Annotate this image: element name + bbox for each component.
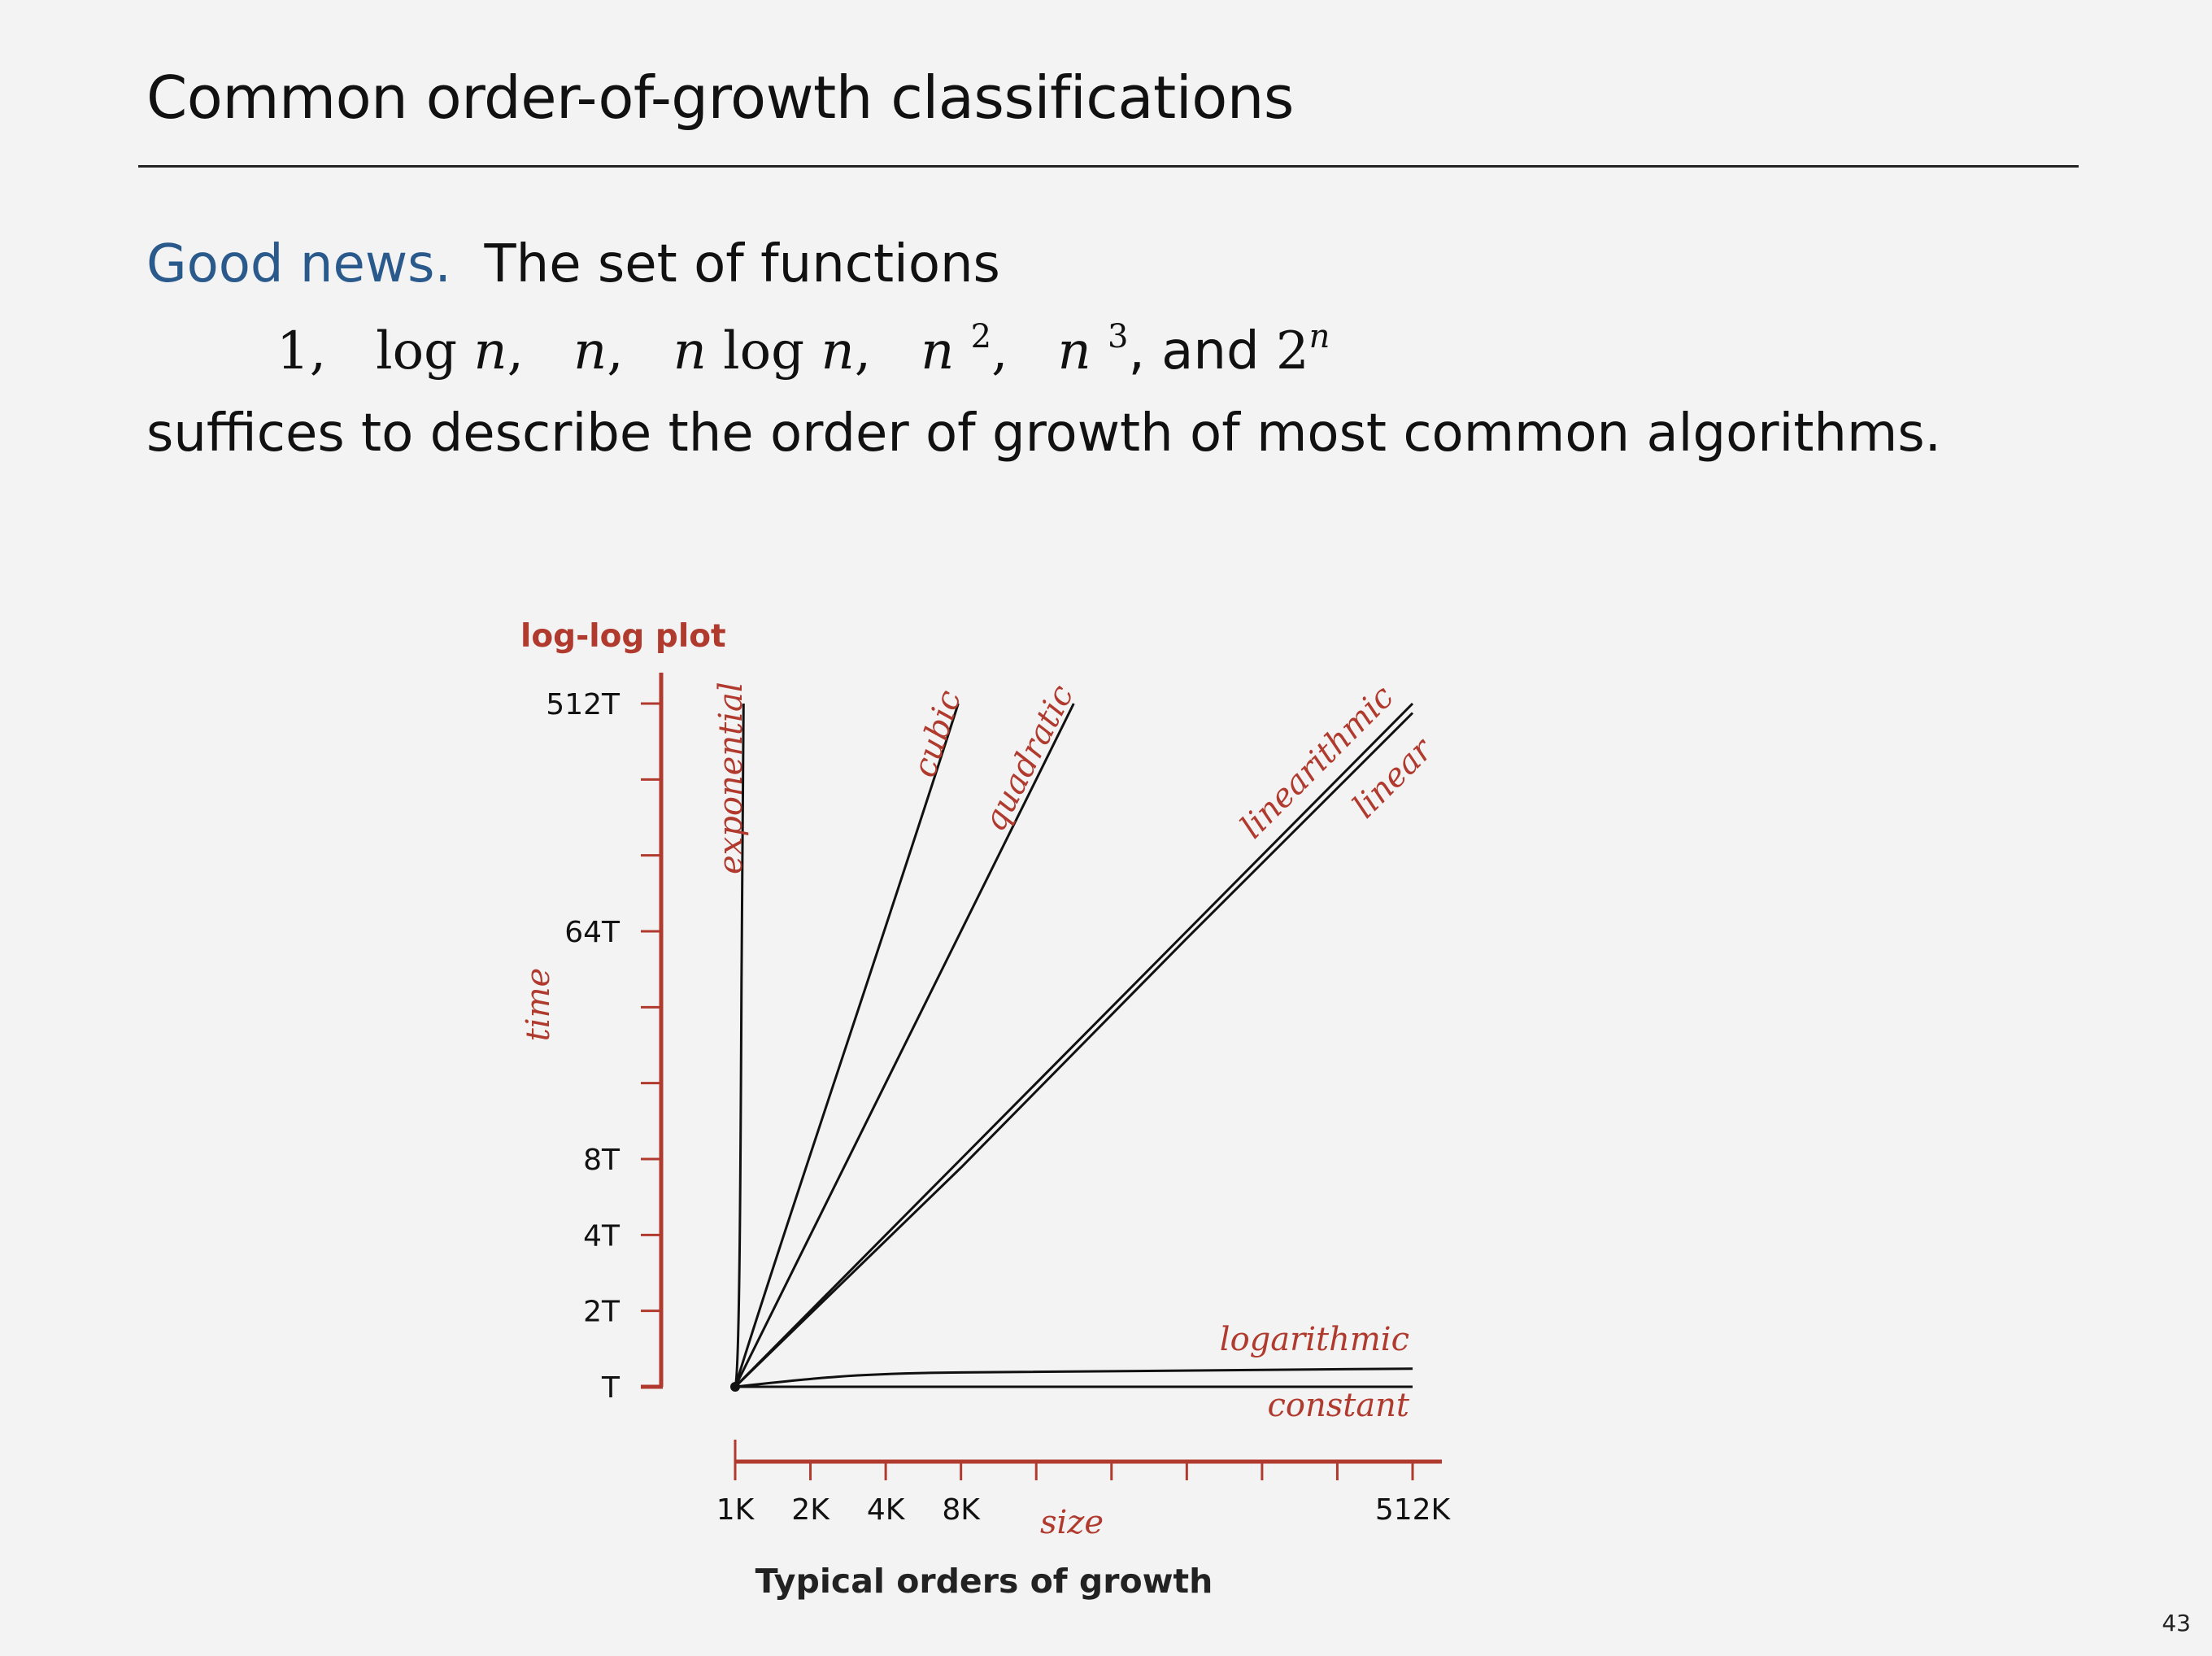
curve-linear [734, 712, 1414, 1388]
fn-and: , and [1128, 321, 1260, 381]
fn-cubic-exp: 3 [1108, 318, 1129, 355]
curve-label-constant: constant [1267, 1387, 1409, 1424]
x-tick-label: 4K [867, 1493, 906, 1527]
fn-exp-n: n [1308, 318, 1330, 355]
page-number: 43 [2162, 1610, 2191, 1636]
x-tick-label: 512K [1375, 1493, 1452, 1527]
fn-quadratic-n: n [921, 321, 955, 381]
y-tick-label: 4T [583, 1219, 620, 1253]
y-tick-label: 8T [583, 1144, 620, 1177]
fn-constant: 1, [276, 321, 327, 381]
x-tick-label: 1K [716, 1493, 755, 1527]
fn-log-word: log [376, 321, 458, 381]
y-tick-label: 64T [564, 916, 620, 949]
y-tick-label: T [601, 1371, 620, 1405]
conclusion-line: suffices to describe the order of growth… [146, 403, 1941, 464]
function-list: 1, log n, n, n log n, n 2, n 3, and 2n [276, 318, 1330, 381]
fn-nlogn-n1: n [673, 321, 707, 381]
fn-quadratic-exp: 2 [970, 318, 992, 355]
fn-linear-n: n [573, 321, 607, 381]
curve-exponential [734, 703, 745, 1388]
curve-cubic [734, 703, 960, 1388]
curve-label-cubic: cubic [906, 686, 969, 782]
fn-nlogn-n2: n [821, 321, 855, 381]
intro-text: The set of functions [484, 234, 1000, 294]
fn-quadratic-comma: , [991, 321, 1008, 381]
curve-label-quadratic: quadratic [976, 679, 1082, 838]
origin-dot [730, 1382, 740, 1392]
y-axis-label: time [520, 968, 557, 1041]
intro-line: Good news. The set of functions [146, 234, 1000, 294]
fn-log-comma: , [507, 321, 524, 381]
good-news-label: Good news. [146, 234, 451, 294]
chart-curves [730, 702, 1414, 1392]
y-tick-label: 512T [546, 688, 620, 721]
fn-exp-exp: n [1309, 318, 1330, 355]
y-tick-label: 2T [583, 1296, 620, 1329]
curve-label-exponential: exponential [712, 682, 750, 874]
curve-label-logarithmic: logarithmic [1220, 1321, 1409, 1358]
chart-axes: T 2T 4T 8T 64T 512T 1K 2K 4K 8K 512K [546, 673, 1452, 1527]
slide-title: Common order-of-growth classifications [146, 63, 1294, 132]
fn-linear-comma: , [607, 321, 624, 381]
fn-cubic-n: n [1057, 321, 1091, 381]
curve-quadratic [734, 703, 1075, 1388]
x-axis-label: size [1040, 1504, 1104, 1541]
x-tick-label: 2K [791, 1493, 830, 1527]
x-tick-label: 8K [942, 1493, 981, 1527]
title-divider [138, 165, 2079, 168]
chart-title: log-log plot [520, 618, 726, 655]
chart-caption: Typical orders of growth [755, 1562, 1213, 1601]
fn-exp-base: 2 [1275, 321, 1309, 381]
fn-nlogn-comma: , [854, 321, 872, 381]
curve-logarithmic [734, 1367, 1413, 1388]
fn-nlogn-log: log [723, 321, 805, 381]
curve-linearithmic [734, 702, 1414, 1388]
fn-log-n: n [473, 321, 507, 381]
